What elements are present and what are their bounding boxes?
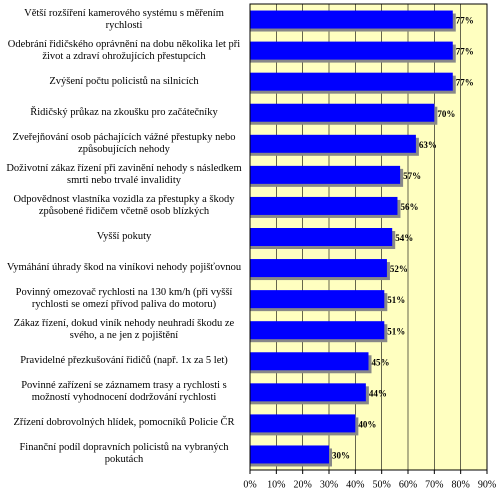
y-tick-label: Zveřejňování osob páchajících vážné přes…: [12, 131, 236, 155]
bar: [250, 383, 366, 402]
value-label: 45%: [372, 357, 390, 367]
bar: [250, 10, 453, 29]
value-label: 51%: [387, 326, 405, 336]
y-tick-label: Zvýšení počtu policistů na silnicích: [49, 75, 199, 87]
value-label: 63%: [419, 140, 437, 150]
value-label: 52%: [390, 264, 408, 274]
y-tick-label: Odpovědnost vlastníka vozidla za přestup…: [13, 193, 235, 217]
bar: [250, 103, 435, 122]
value-label: 77%: [456, 78, 474, 88]
bar: [250, 72, 453, 91]
value-label: 51%: [387, 295, 405, 305]
bar: [250, 290, 385, 309]
bar: [250, 165, 401, 184]
bar: [250, 321, 385, 340]
y-tick-label: Povinné zařízení se záznamem trasy a ryc…: [21, 380, 227, 404]
y-tick-label: Vymáhání úhrady škod na viníkovi nehody …: [6, 262, 242, 274]
y-tick-label: Řidičský průkaz na zkoušku pro začáteční…: [30, 106, 218, 118]
bar: [250, 228, 393, 246]
x-tick-label: 40%: [346, 479, 364, 490]
x-tick-label: 30%: [320, 479, 338, 490]
y-tick-label: Zákaz řízení, dokud viník nehody neuhrad…: [13, 318, 235, 342]
value-label: 40%: [358, 419, 376, 429]
x-tick-label: 50%: [372, 479, 390, 490]
value-label: 30%: [332, 451, 350, 461]
y-tick-label: Pravidelné přezkušování řidičů (např. 1x…: [20, 355, 228, 367]
value-label: 57%: [403, 171, 421, 181]
y-tick-label: Větší rozšíření kamerového systému s měř…: [24, 7, 224, 31]
value-label: 77%: [456, 47, 474, 57]
bar: [250, 134, 416, 153]
x-tick-label: 60%: [399, 479, 417, 490]
y-tick-label: Zřízení dobrovolných hlídek, pomocníků P…: [13, 417, 235, 429]
bar: [250, 445, 329, 464]
y-tick-label: Doživotní zákaz řízení při zavinění neho…: [6, 162, 242, 186]
value-label: 54%: [395, 233, 413, 243]
value-label: 44%: [369, 388, 387, 398]
bar: [250, 414, 356, 433]
y-tick-label: Odebrání řidičského oprávnění na dobu ně…: [7, 38, 241, 62]
x-tick-label: 70%: [425, 479, 443, 490]
bar: [250, 259, 387, 278]
y-tick-label: Povinný omezovač rychlosti na 130 km/h (…: [15, 287, 233, 311]
x-tick-label: 10%: [267, 479, 285, 490]
x-tick-label: 0%: [243, 479, 256, 490]
value-label: 77%: [456, 16, 474, 26]
value-label: 56%: [400, 202, 418, 212]
y-tick-label: Vyšší pokuty: [96, 231, 152, 242]
bar: [250, 352, 369, 371]
y-tick-label: Finanční podíl dopravních policistů na v…: [19, 442, 229, 466]
bar: [250, 41, 453, 60]
x-tick-label: 80%: [451, 479, 469, 490]
bar: [250, 196, 398, 215]
value-label: 70%: [437, 109, 455, 119]
x-tick-label: 20%: [293, 479, 311, 490]
x-tick-label: 90%: [478, 479, 496, 490]
